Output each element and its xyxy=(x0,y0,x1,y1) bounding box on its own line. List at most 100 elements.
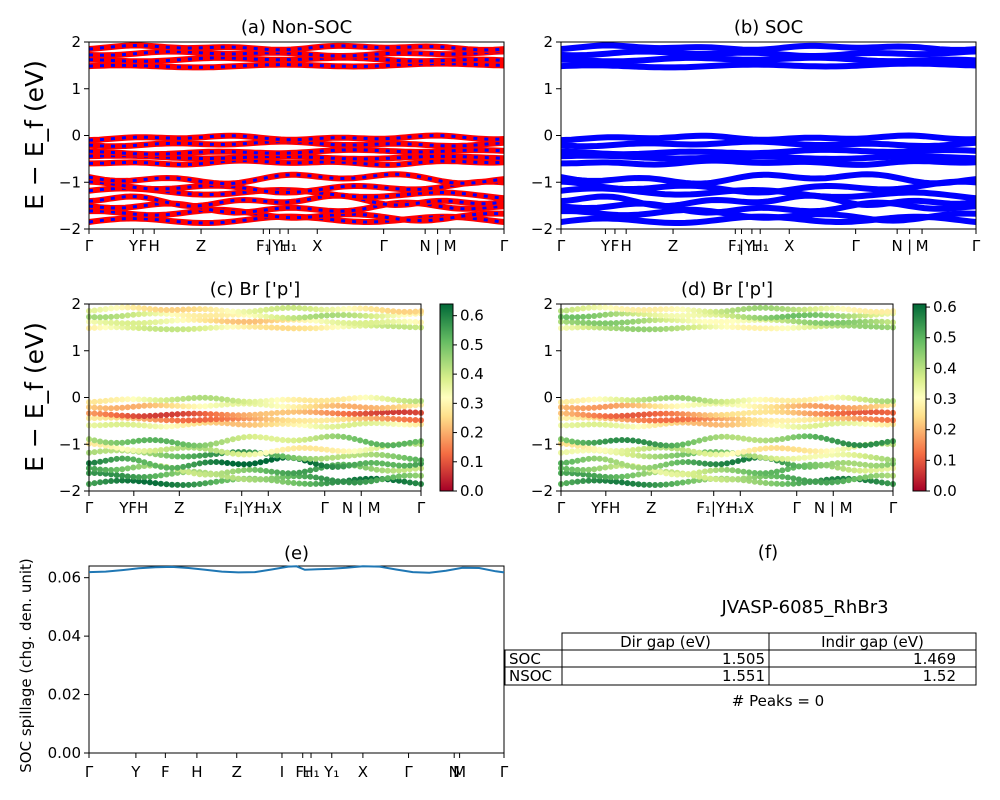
table-cell: 1.551 xyxy=(722,667,765,685)
band-point xyxy=(268,410,275,417)
band-point xyxy=(246,398,253,405)
band-point xyxy=(191,461,198,468)
band-point xyxy=(274,403,281,409)
band-point xyxy=(91,398,98,405)
band-point xyxy=(124,421,131,428)
band-point xyxy=(180,422,187,429)
band-point xyxy=(807,402,813,409)
table-row-label: SOC xyxy=(509,650,541,668)
band-point xyxy=(373,415,380,422)
band-point xyxy=(724,421,730,428)
band-point xyxy=(152,306,159,313)
band-point xyxy=(795,455,802,462)
band-point xyxy=(596,455,603,462)
band-point xyxy=(718,318,725,325)
band-point xyxy=(635,481,642,488)
band-point xyxy=(790,318,797,325)
band-point xyxy=(213,312,220,319)
band-point xyxy=(818,434,825,441)
band-point xyxy=(301,445,308,451)
band-point xyxy=(263,324,270,331)
band-line-overlay xyxy=(88,201,505,215)
band-point xyxy=(641,453,647,460)
band-point xyxy=(779,403,786,410)
band-point xyxy=(335,448,341,454)
band-point xyxy=(735,398,742,404)
band-point xyxy=(574,422,581,428)
band-point xyxy=(246,308,253,315)
band-point xyxy=(307,422,314,429)
band-point xyxy=(735,476,742,482)
band-point xyxy=(412,480,419,487)
band-point xyxy=(340,433,347,440)
band-point xyxy=(657,326,664,333)
band-point xyxy=(224,318,231,325)
band-point xyxy=(91,449,98,456)
band-point xyxy=(174,445,181,452)
band-point xyxy=(229,474,236,481)
band-point xyxy=(124,404,131,411)
band-point xyxy=(779,455,786,462)
band-point xyxy=(585,304,592,311)
band-point xyxy=(563,422,570,429)
band-point xyxy=(390,404,397,411)
x-tick-label: F₁ xyxy=(295,763,310,781)
band-point xyxy=(690,411,697,418)
band-line xyxy=(560,171,977,187)
band-point xyxy=(379,442,386,448)
band-point xyxy=(285,315,292,321)
band-point xyxy=(740,416,747,423)
band-point xyxy=(768,480,775,487)
band-point xyxy=(307,467,314,474)
y-tick-label: −1 xyxy=(531,173,553,191)
band-point xyxy=(690,439,697,446)
x-tick-label: Γ xyxy=(557,237,566,255)
band-point xyxy=(591,455,598,462)
band-point xyxy=(390,442,397,449)
band-point xyxy=(740,324,747,331)
band-point xyxy=(207,402,214,409)
band-point xyxy=(323,423,330,430)
band-point xyxy=(368,465,375,472)
band-point xyxy=(812,312,819,318)
band-point xyxy=(379,452,386,458)
band-point xyxy=(834,478,841,485)
band-point xyxy=(135,325,142,332)
x-tick-label: X xyxy=(358,763,368,781)
band-point xyxy=(191,470,198,477)
band-point xyxy=(141,474,148,480)
band-point xyxy=(307,417,314,424)
band-point xyxy=(712,318,719,325)
band-point xyxy=(268,402,275,409)
band-point xyxy=(618,319,625,326)
band-point xyxy=(279,403,286,410)
band-point xyxy=(169,417,175,424)
band-point xyxy=(113,405,120,411)
band-point xyxy=(290,480,297,486)
band-point xyxy=(351,461,358,468)
band-point xyxy=(390,312,397,319)
band-point xyxy=(357,447,364,454)
band-point xyxy=(246,412,253,418)
band-point xyxy=(362,447,369,453)
band-point xyxy=(878,398,885,405)
x-tick-label: I xyxy=(280,763,284,781)
band-point xyxy=(141,402,148,409)
band-point xyxy=(224,308,231,314)
band-point xyxy=(130,396,137,403)
x-tick-label: Γ xyxy=(85,237,94,255)
band-point xyxy=(773,314,780,321)
band-point xyxy=(851,319,858,326)
band-point xyxy=(390,409,397,416)
band-point xyxy=(668,460,675,467)
band-point xyxy=(591,313,598,319)
band-point xyxy=(784,306,791,313)
band-point xyxy=(318,403,325,410)
band-point xyxy=(574,306,581,313)
band-point xyxy=(113,444,120,451)
band-point xyxy=(618,306,625,312)
band-point xyxy=(818,479,825,486)
band-point xyxy=(701,450,708,457)
band-point xyxy=(845,415,852,422)
band-point xyxy=(207,395,214,401)
